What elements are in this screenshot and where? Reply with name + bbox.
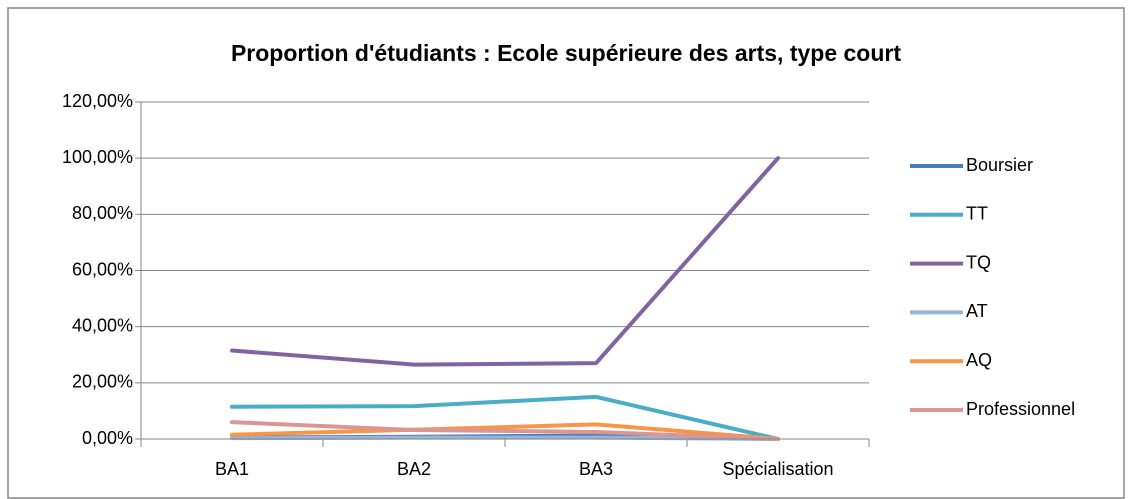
series-line [230,394,780,441]
y-tick-label: 40,00% [72,315,133,335]
y-tick-label: 120,00% [62,91,133,111]
series-line [230,422,780,441]
legend-label: Boursier [966,155,1033,175]
y-tick-label: 80,00% [72,203,133,223]
y-tick-label: 0,00% [82,428,133,448]
y-tick-label: 60,00% [72,259,133,279]
x-tick-label: BA1 [215,459,249,479]
legend-label: AQ [966,350,992,370]
legend-label: TT [966,204,988,224]
x-tick-label: BA3 [579,459,613,479]
chart-border [7,7,1125,499]
x-tick-label: Spécialisation [722,459,833,479]
legend-label: TQ [966,252,991,272]
legend-label: Professionnel [966,399,1075,419]
y-tick-label: 20,00% [72,372,133,392]
x-tick-label: BA2 [397,459,431,479]
chart-title: Proportion d'étudiants : Ecole supérieur… [231,40,901,66]
series-line [230,156,780,367]
series-line [230,420,780,441]
legend-label: AT [966,301,988,321]
series-line [230,435,780,441]
y-tick-label: 100,00% [62,147,133,167]
